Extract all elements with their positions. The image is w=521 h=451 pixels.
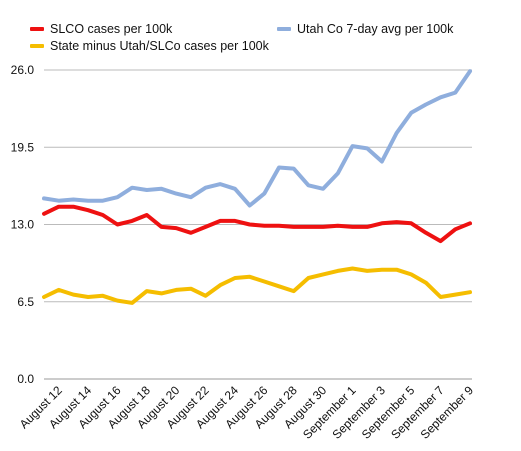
legend-swatch-state — [30, 44, 44, 48]
y-tick-label: 6.5 — [17, 295, 34, 309]
legend-label-utah-co: Utah Co 7-day avg per 100k — [297, 22, 454, 36]
series-line-state — [42, 266, 472, 305]
y-tick-label: 0.0 — [17, 372, 34, 386]
y-tick-label: 26.0 — [11, 63, 35, 77]
series-line-utah-co — [42, 69, 472, 208]
legend-swatch-slco — [30, 27, 44, 31]
y-tick-label: 13.0 — [11, 218, 35, 232]
legend-item-slco: SLCO cases per 100k — [30, 22, 172, 36]
series-line-slco — [42, 204, 472, 244]
legend-item-utah-co: Utah Co 7-day avg per 100k — [277, 22, 453, 36]
y-tick-label: 19.5 — [11, 140, 35, 154]
legend-swatch-utah-co — [277, 27, 291, 31]
legend-label-state: State minus Utah/SLCo cases per 100k — [50, 39, 269, 53]
legend-label-slco: SLCO cases per 100k — [50, 22, 173, 36]
legend-item-state: State minus Utah/SLCo cases per 100k — [30, 39, 269, 53]
